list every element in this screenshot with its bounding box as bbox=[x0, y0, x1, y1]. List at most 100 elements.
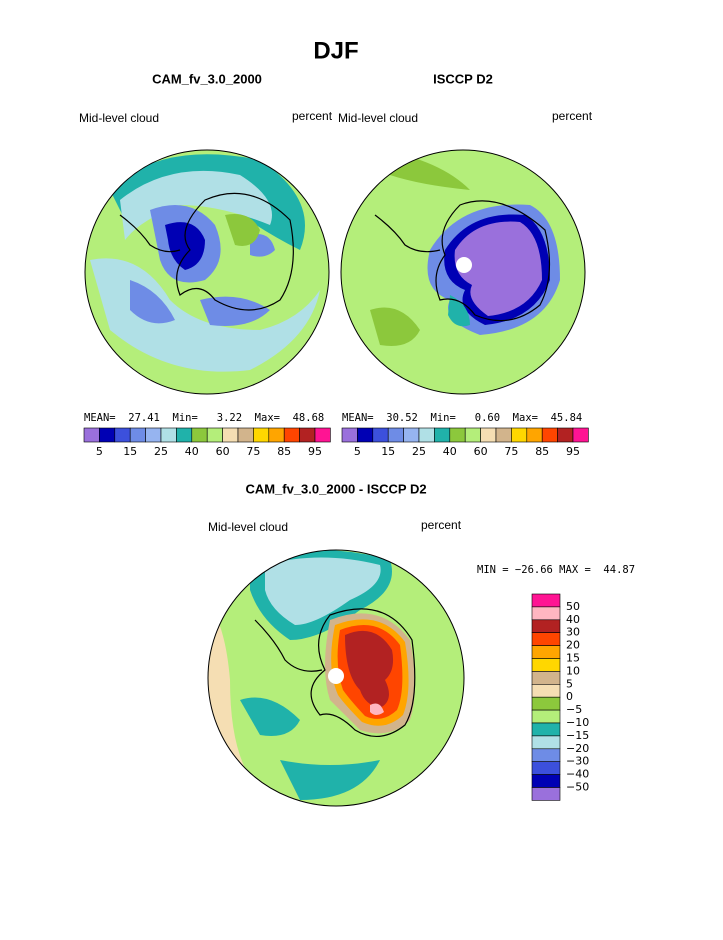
colorbar-label: 25 bbox=[154, 445, 168, 458]
colorbar-label: −40 bbox=[566, 768, 589, 781]
colorbar: 5 15 25 40 60 75 85 95 bbox=[83, 427, 331, 458]
colorbar-box bbox=[531, 619, 561, 633]
colorbar-box bbox=[464, 427, 481, 443]
colorbar-box bbox=[531, 593, 561, 608]
colorbar-box bbox=[526, 427, 543, 443]
colorbar-label: 85 bbox=[277, 445, 291, 458]
colorbar-box bbox=[557, 427, 574, 443]
colorbar-box bbox=[531, 658, 561, 672]
colorbar-label: 40 bbox=[566, 613, 580, 626]
colorbar-box bbox=[449, 427, 466, 443]
colorbar-box bbox=[114, 427, 131, 443]
colorbar-label: 85 bbox=[535, 445, 549, 458]
colorbar-label: 75 bbox=[504, 445, 518, 458]
colorbar-box bbox=[572, 427, 589, 443]
colorbar-box bbox=[480, 427, 497, 443]
colorbar-box bbox=[357, 427, 374, 443]
map-border bbox=[84, 149, 330, 395]
colorbar-label: −50 bbox=[566, 781, 589, 794]
figure-title: DJF bbox=[313, 37, 358, 64]
colorbar-label: 5 bbox=[354, 445, 361, 458]
colorbar-label: 0 bbox=[566, 690, 573, 703]
panel-title: ISCCP D2 bbox=[433, 71, 493, 86]
colorbar-label: 10 bbox=[566, 664, 580, 677]
colorbar-box bbox=[83, 427, 100, 443]
colorbar-label: 15 bbox=[123, 445, 137, 458]
colorbar-label: 30 bbox=[566, 626, 580, 639]
colorbar: 5 15 25 40 60 75 85 95 bbox=[341, 427, 589, 458]
colorbar-box bbox=[541, 427, 558, 443]
pole-marker bbox=[456, 257, 472, 273]
colorbar-box bbox=[531, 632, 561, 646]
colorbar-label: 15 bbox=[381, 445, 395, 458]
colorbar-box bbox=[531, 709, 561, 724]
panel-title: CAM_fv_3.0_2000 bbox=[152, 71, 262, 86]
colorbar-label: 60 bbox=[474, 445, 488, 458]
colorbar-label: 5 bbox=[566, 677, 573, 690]
colorbar-box bbox=[531, 774, 561, 788]
colorbar-label: −5 bbox=[566, 703, 582, 716]
colorbar-box bbox=[531, 671, 561, 685]
colorbar-box bbox=[531, 606, 561, 621]
stats: MEAN= 27.41 Min= 3.22 Max= 48.68 bbox=[84, 412, 324, 424]
map bbox=[341, 150, 585, 394]
colorbar-box bbox=[531, 748, 561, 762]
pole-marker bbox=[328, 668, 344, 684]
colorbar-box bbox=[206, 427, 223, 443]
colorbar-label: −15 bbox=[566, 729, 589, 742]
colorbar-label: 95 bbox=[566, 445, 580, 458]
colorbar-box bbox=[531, 683, 561, 698]
map bbox=[85, 150, 329, 394]
colorbar-box bbox=[268, 427, 285, 443]
stats: MEAN= 30.52 Min= 0.60 Max= 45.84 bbox=[342, 412, 582, 424]
colorbar-label: 15 bbox=[566, 652, 580, 665]
colorbar-label: 60 bbox=[216, 445, 230, 458]
colorbar-box bbox=[222, 427, 239, 443]
colorbar-label: 20 bbox=[566, 639, 580, 652]
colorbar-box bbox=[372, 427, 389, 443]
colorbar-box bbox=[191, 427, 208, 443]
colorbar-label: 50 bbox=[566, 600, 580, 613]
colorbar-box bbox=[434, 427, 451, 443]
colorbar-box bbox=[511, 427, 528, 443]
colorbar-box bbox=[237, 427, 254, 443]
colorbar-label: 75 bbox=[246, 445, 260, 458]
colorbar-box bbox=[403, 427, 420, 443]
colorbar-box bbox=[314, 427, 331, 443]
panel-right-label: percent bbox=[421, 518, 462, 532]
colorbar-label: 95 bbox=[308, 445, 322, 458]
colorbar-box bbox=[145, 427, 162, 443]
stats: MIN = −26.66 MAX = 44.87 bbox=[477, 564, 635, 576]
colorbar-box bbox=[387, 427, 404, 443]
colorbar-label: −10 bbox=[566, 716, 589, 729]
panel-right-label: percent bbox=[552, 109, 593, 123]
colorbar-box bbox=[531, 735, 561, 750]
panel-left-label: Mid-level cloud bbox=[338, 111, 418, 125]
map-border bbox=[340, 149, 586, 395]
colorbar-label: −30 bbox=[566, 755, 589, 768]
panel-title: CAM_fv_3.0_2000 - ISCCP D2 bbox=[245, 481, 426, 496]
map-border bbox=[207, 549, 465, 807]
colorbar-box bbox=[299, 427, 316, 443]
colorbar-box bbox=[531, 722, 561, 737]
colorbar-box bbox=[129, 427, 146, 443]
colorbar-box bbox=[418, 427, 435, 443]
colorbar-box bbox=[176, 427, 193, 443]
panel-left-label: Mid-level cloud bbox=[79, 111, 159, 125]
colorbar-box bbox=[531, 645, 561, 659]
colorbar-box bbox=[341, 427, 358, 443]
colorbar-box bbox=[283, 427, 300, 443]
panel-left-label: Mid-level cloud bbox=[208, 520, 288, 534]
colorbar-box bbox=[531, 696, 561, 711]
colorbar-label: 5 bbox=[96, 445, 103, 458]
colorbar-box bbox=[531, 761, 561, 775]
colorbar-label: −20 bbox=[566, 742, 589, 755]
colorbar-box bbox=[160, 427, 177, 443]
colorbar-box bbox=[99, 427, 116, 443]
colorbar-box bbox=[531, 787, 561, 801]
colorbar-label: 40 bbox=[185, 445, 199, 458]
colorbar-label: 25 bbox=[412, 445, 426, 458]
colorbar-box bbox=[495, 427, 512, 443]
